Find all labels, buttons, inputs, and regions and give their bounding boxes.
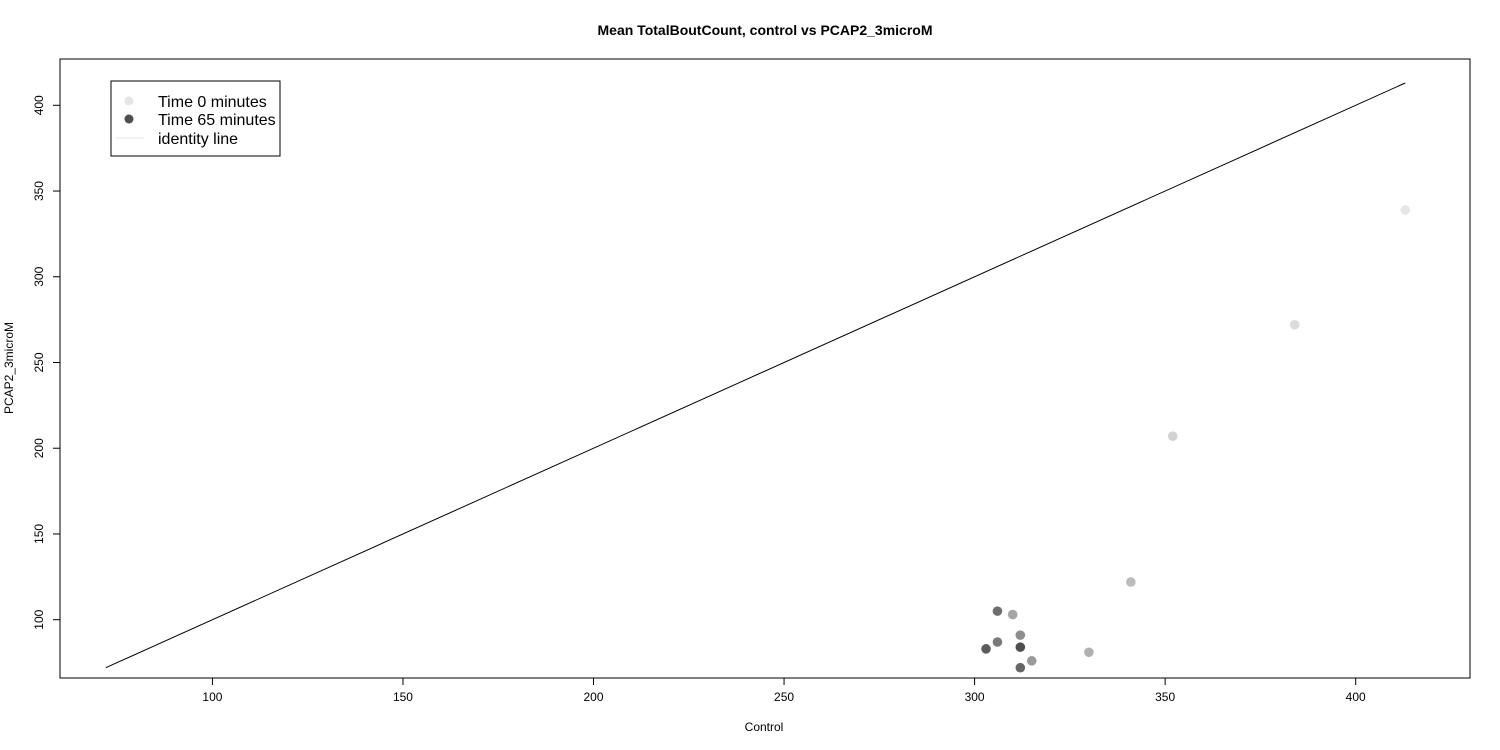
legend-label-identity-line: identity line — [158, 131, 238, 148]
data-point-2 — [1167, 431, 1178, 442]
y-tick-label-350: 350 — [32, 181, 46, 201]
data-point-4 — [1084, 647, 1094, 658]
y-tick-label-250: 250 — [32, 352, 46, 372]
data-point-12 — [1015, 642, 1026, 652]
data-points — [981, 205, 1411, 673]
data-point-1 — [1289, 319, 1300, 330]
legend-box — [110, 80, 281, 157]
x-tick-label-200: 200 — [583, 690, 603, 704]
legend-marker-time-65 — [124, 114, 134, 124]
legend-label-time-0: Time 0 minutes — [158, 94, 267, 111]
y-tick-label-200: 200 — [32, 438, 46, 458]
x-tick-label-300: 300 — [965, 690, 985, 704]
legend-marker-time-0 — [124, 96, 134, 106]
data-point-7 — [1015, 630, 1026, 640]
legend-label-time-65: Time 65 minutes — [158, 112, 276, 129]
identity-line — [105, 82, 1406, 669]
data-point-6 — [1026, 656, 1037, 666]
y-axis: 100 150 200 250 300 350 400 — [32, 95, 61, 630]
data-point-0 — [1400, 205, 1411, 215]
y-tick-label-100: 100 — [32, 609, 46, 629]
y-tick-label-300: 300 — [32, 266, 46, 286]
data-point-5 — [1007, 609, 1018, 620]
data-point-8 — [992, 637, 1003, 647]
chart-title: Mean TotalBoutCount, control vs PCAP2_3m… — [598, 22, 933, 38]
data-point-3 — [1126, 577, 1136, 587]
x-tick-label-400: 400 — [1346, 690, 1366, 704]
x-tick-label-250: 250 — [774, 690, 794, 704]
x-tick-label-100: 100 — [202, 690, 222, 704]
x-axis: 100 150 200 250 300 350 400 — [202, 677, 1368, 704]
data-point-11 — [981, 644, 991, 654]
y-axis-label: PCAP2_3microM — [2, 322, 16, 414]
x-axis-label: Control — [745, 720, 784, 734]
legend: Time 0 minutes Time 65 minutes identity … — [110, 80, 281, 157]
x-tick-label-350: 350 — [1155, 690, 1175, 704]
data-point-10 — [1015, 662, 1026, 673]
y-tick-label-400: 400 — [32, 95, 46, 115]
x-tick-label-150: 150 — [393, 690, 413, 704]
data-point-9 — [992, 606, 1003, 616]
y-tick-label-150: 150 — [32, 524, 46, 544]
